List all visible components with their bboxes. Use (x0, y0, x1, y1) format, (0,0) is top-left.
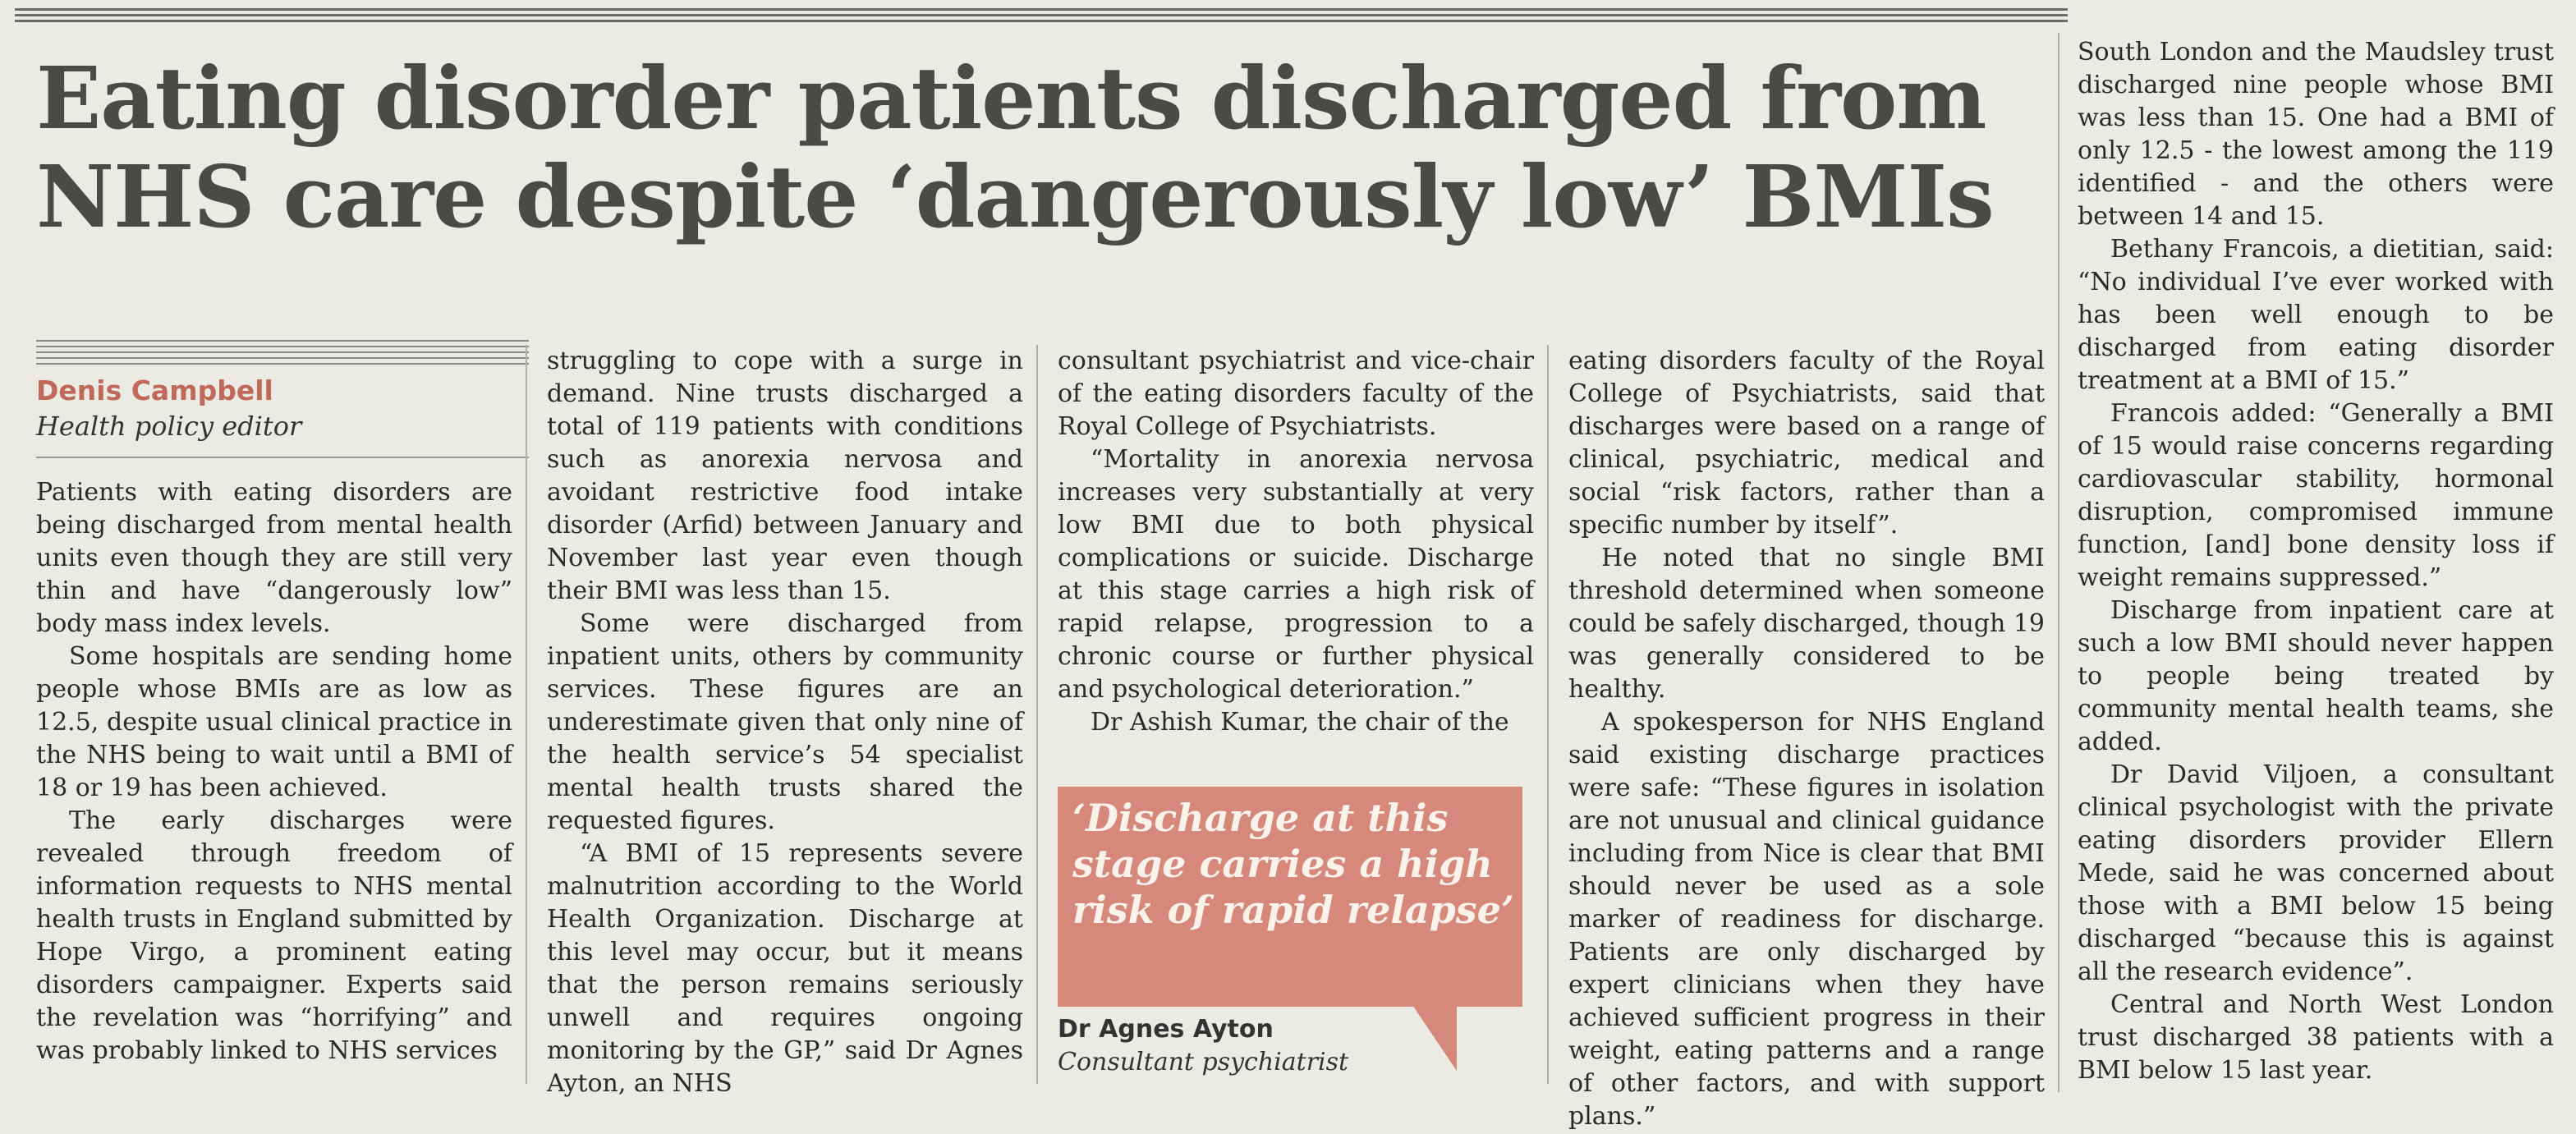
pullquote-tail (1412, 1005, 1457, 1071)
column-divider (1036, 345, 1038, 1084)
column-divider (526, 345, 527, 1084)
top-rule (15, 8, 2068, 33)
headline-line-2: NHS care despite ‘dangerously low’ BMIs (36, 146, 1995, 247)
paragraph: consultant psychiatrist and vice-chair o… (1058, 347, 1534, 441)
pullquote-text: ‘Discharge at this stage carries a high … (1072, 796, 1514, 932)
column-divider (1547, 345, 1549, 1084)
column-4: eating disorders faculty of the Royal Co… (1568, 345, 2045, 1133)
column-3: consultant psychiatrist and vice-chair o… (1058, 345, 1534, 739)
headline-line-1: Eating disorder patients discharged from (36, 48, 1986, 149)
column-divider (2058, 33, 2059, 1092)
paragraph: Francois added: “Generally a BMI of 15 w… (2078, 399, 2554, 592)
pullquote-role: Consultant psychiatrist (1058, 1048, 1349, 1077)
paragraph: He noted that no single BMI threshold de… (1568, 544, 2046, 704)
column-5: South London and the Maudsley trust disc… (2078, 36, 2554, 1087)
paragraph: A spokesperson for NHS England said exis… (1568, 708, 2045, 1131)
byline-role: Health policy editor (36, 411, 302, 442)
paragraph: Dr Ashish Kumar, the chair of the (1091, 708, 1509, 737)
byline-author: Denis Campbell (36, 374, 273, 406)
paragraph: struggling to cope with a surge in deman… (547, 347, 1023, 605)
byline-separator (36, 457, 529, 458)
paragraph: Some hospitals are sending home people w… (36, 642, 512, 802)
column-1: Patients with eating disorders are being… (36, 476, 512, 1067)
paragraph: Discharge from inpatient care at such a … (2078, 596, 2554, 756)
headline: Eating disorder patients discharged from… (36, 49, 2040, 246)
paragraph: “A BMI of 15 represents severe malnutrit… (547, 839, 1023, 1098)
paragraph: Some were discharged from inpatient unit… (547, 609, 1023, 835)
pullquote-box (1058, 787, 1522, 1007)
paragraph: Bethany Francois, a dietitian, said: “No… (2078, 235, 2554, 395)
byline-rule (36, 340, 529, 369)
paragraph: South London and the Maudsley trust disc… (2078, 38, 2554, 231)
paragraph: Patients with eating disorders are being… (36, 478, 512, 638)
paragraph: Central and North West London trust disc… (2078, 990, 2554, 1085)
paragraph: The early discharges were revealed throu… (36, 806, 512, 1065)
column-2: struggling to cope with a surge in deman… (547, 345, 1023, 1100)
pullquote-author: Dr Agnes Ayton (1058, 1015, 1274, 1044)
paragraph: “Mortality in anorexia nervosa increases… (1058, 445, 1534, 704)
paragraph: eating disorders faculty of the Royal Co… (1568, 347, 2045, 539)
paragraph: Dr David Viljoen, a consultant clinical … (2078, 760, 2554, 986)
